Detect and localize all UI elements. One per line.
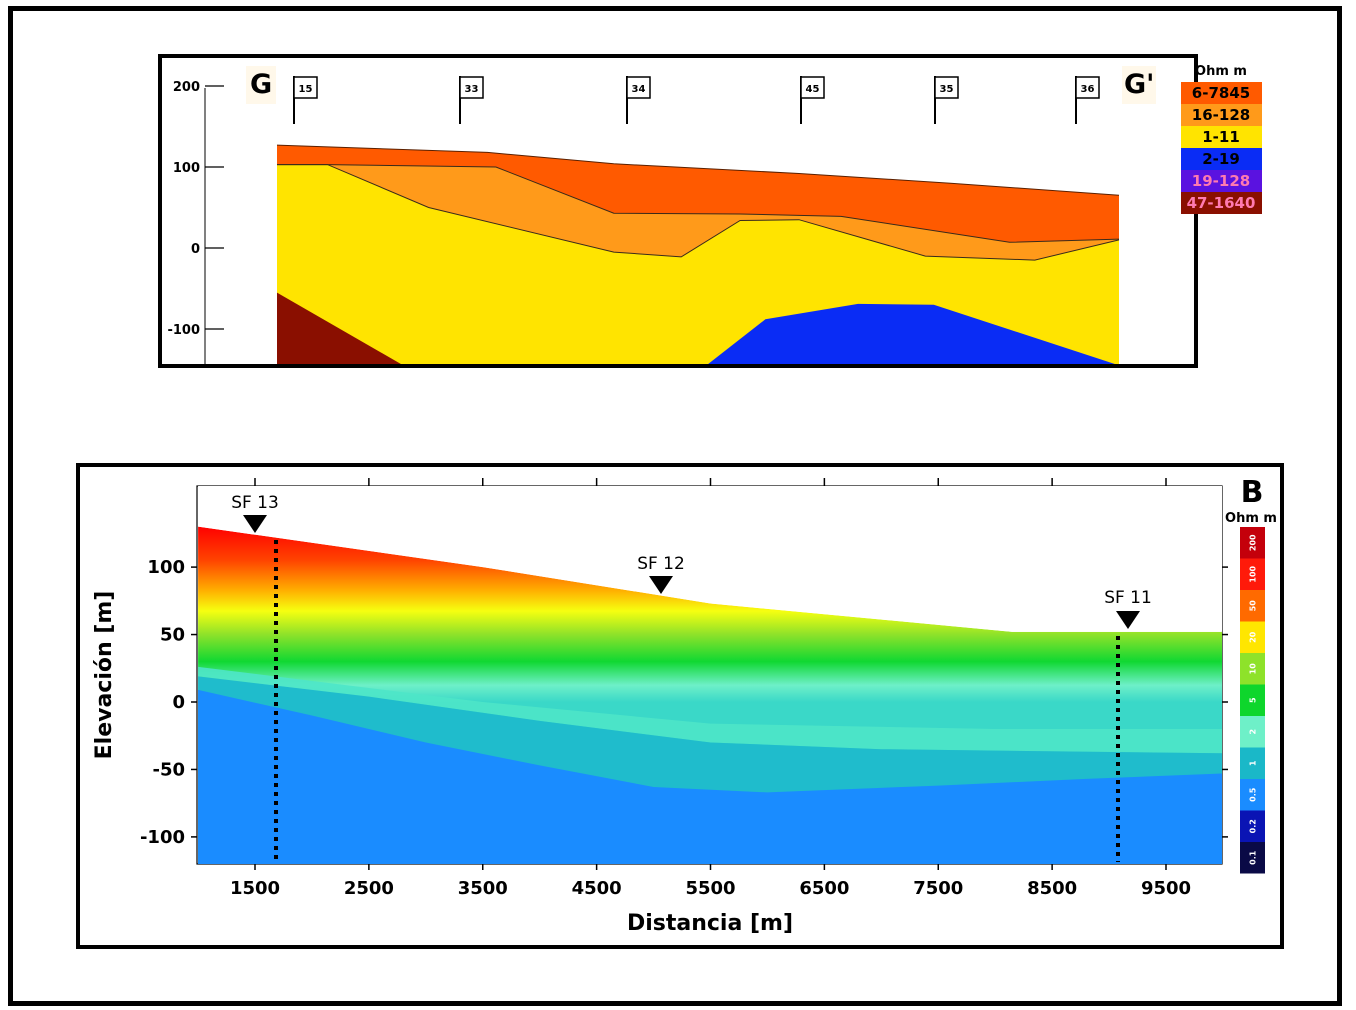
colorbar-swatch — [1240, 590, 1265, 622]
station-label: 15 — [299, 84, 313, 95]
colorbar-label: 2 — [1249, 729, 1258, 735]
colorbar-swatch — [1240, 716, 1265, 748]
well-marker — [1116, 611, 1140, 629]
station-flag — [626, 76, 651, 99]
legend-swatch — [1181, 82, 1262, 104]
colorbar-label: 0.1 — [1249, 850, 1258, 865]
well-marker — [649, 576, 673, 594]
label-bg-right — [1122, 66, 1156, 104]
station-flag — [1075, 76, 1100, 99]
x-tick-label: 6500 — [799, 878, 849, 899]
legend-swatch — [1181, 148, 1262, 170]
legend-label: 16-128 — [1192, 106, 1250, 124]
station-label: 33 — [465, 84, 479, 95]
well-label: SF 13 — [231, 493, 279, 513]
colorbar-swatch — [1240, 684, 1265, 716]
layer-boundary-1 — [277, 164, 1120, 243]
colorbar-label: 50 — [1249, 600, 1258, 612]
colorbar-swatch — [1240, 653, 1265, 685]
bottom-resistivity-model: 1500 2500 3500 4500 5500 6500 7500 8500 95001005… — [76, 463, 1284, 949]
colorbar-title: Ohm m — [1225, 511, 1277, 526]
colorbar-swatch — [1240, 558, 1265, 590]
x-tick-label: 2500 — [344, 878, 394, 899]
top-y-tick-label: -100 — [167, 323, 200, 338]
top-y-tick-label: 200 — [173, 80, 200, 95]
x-tick-label: 5500 — [685, 878, 735, 899]
bottom-panel-border — [76, 463, 1284, 949]
x-tick-label: 7500 — [913, 878, 963, 899]
surface-line — [276, 144, 1120, 196]
legend-swatch — [1181, 170, 1262, 192]
y-tick-label: 0 — [172, 692, 185, 713]
well-marker — [243, 515, 267, 533]
profile-start-label: G — [250, 69, 272, 100]
colorbar-swatch — [1240, 779, 1265, 811]
legend-swatch — [1181, 104, 1262, 126]
x-tick-label: 3500 — [458, 878, 508, 899]
layer-0-5-ohm — [198, 689, 1222, 864]
layer-2-19 — [706, 303, 1119, 366]
colorbar-label: 5 — [1249, 697, 1258, 703]
top-y-tick-label: 100 — [173, 161, 200, 176]
colorbar-label: 200 — [1249, 534, 1258, 551]
station-flag — [934, 76, 959, 99]
legend-label: 19-128 — [1192, 172, 1250, 190]
y-axis-label: Elevación [m] — [92, 591, 117, 760]
colorbar-swatch — [1240, 842, 1265, 874]
top-y-tick-label: 0 — [191, 242, 200, 257]
station-label: 36 — [1081, 84, 1095, 95]
well-label: SF 11 — [1104, 588, 1152, 608]
colorbar-label: 10 — [1249, 663, 1258, 675]
y-tick-label: -100 — [140, 827, 185, 848]
legend-label: 1-11 — [1202, 128, 1240, 146]
profile-end-label: G' — [1124, 69, 1154, 100]
y-tick-label: 50 — [160, 625, 185, 646]
layer-boundary-2 — [277, 164, 1120, 261]
legend-swatch — [1181, 126, 1262, 148]
legend-label: 6-7845 — [1192, 84, 1250, 102]
station-label: 45 — [806, 84, 820, 95]
panel-label: B — [1241, 475, 1264, 510]
legend-label: 2-19 — [1202, 150, 1240, 168]
station-flag — [800, 76, 825, 99]
well-label: SF 12 — [637, 554, 685, 574]
layer-16-128 — [277, 164, 1119, 261]
label-bg-left — [246, 66, 276, 104]
x-tick-label: 4500 — [572, 878, 622, 899]
legend-swatch — [1181, 192, 1262, 214]
colorbar-swatch — [1240, 621, 1265, 653]
station-label: 34 — [632, 84, 646, 95]
station-label: 35 — [940, 84, 954, 95]
x-tick-label: 8500 — [1027, 878, 1077, 899]
station-flag — [293, 76, 318, 99]
layer-47-1640 — [277, 292, 404, 366]
colorbar-label: 1 — [1249, 760, 1258, 766]
x-tick-label: 1500 — [230, 878, 280, 899]
colorbar-label: 0.2 — [1249, 819, 1258, 833]
colorbar-swatch — [1240, 527, 1265, 559]
x-axis-label: Distancia [m] — [627, 911, 793, 936]
figure-frame — [8, 6, 1342, 1006]
layer-2-ohm — [198, 666, 1222, 754]
colorbar-swatch — [1240, 747, 1265, 779]
station-flag — [459, 76, 484, 99]
colorbar-label: 0.5 — [1249, 787, 1258, 802]
colorbar-swatch — [1240, 810, 1265, 842]
legend-title: Ohm m — [1195, 64, 1247, 79]
top-resistivity-section: 200 100 0 -100 G G' 15 33 34 45 35 36 Ohm m 6-7845 16-… — [158, 54, 1262, 368]
colorbar-label: 20 — [1249, 631, 1258, 643]
legend-label: 47-1640 — [1187, 194, 1256, 212]
y-tick-label: -50 — [152, 759, 185, 780]
layer-6-7845 — [277, 145, 1119, 243]
colorbar-label: 100 — [1249, 565, 1258, 582]
sky — [198, 486, 1222, 632]
y-tick-label: 100 — [147, 557, 185, 578]
x-tick-label: 9500 — [1141, 878, 1191, 899]
